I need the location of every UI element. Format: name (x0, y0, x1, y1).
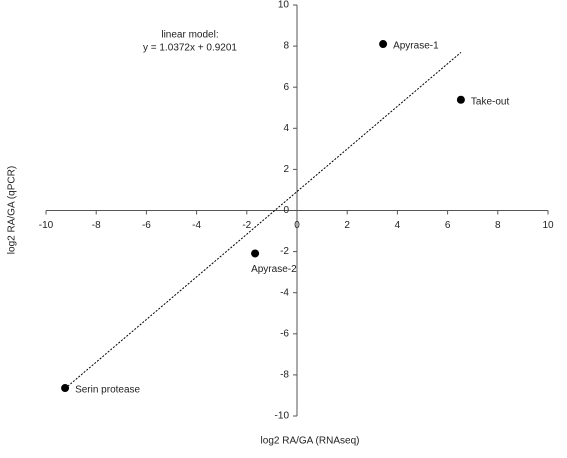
y-tick-label: -10 (275, 411, 290, 422)
y-axis-title: log2 RA/GA (qPCR) (7, 166, 18, 254)
y-tick-label: 4 (283, 123, 289, 134)
annotation: linear model: (161, 30, 218, 41)
x-tick-label: 4 (395, 220, 401, 231)
x-tick-label: -6 (142, 220, 151, 231)
trendline (64, 52, 462, 389)
point (379, 40, 388, 49)
point (251, 249, 260, 258)
x-tick-label: 10 (542, 220, 554, 231)
x-tick-label: -8 (92, 220, 101, 231)
y-tick-label: 0 (283, 205, 289, 216)
x-tick-label: 8 (495, 220, 501, 231)
point-label: Take-out (471, 96, 510, 107)
point-label: Apyrase-2 (251, 264, 297, 275)
y-tick-label: 8 (283, 41, 289, 52)
x-tick-label: -4 (192, 220, 201, 231)
point-label: Serin protease (75, 385, 140, 396)
y-tick-label: -2 (280, 246, 289, 257)
x-tick-label: 0 (294, 220, 300, 231)
y-tick-label: -6 (280, 328, 289, 339)
y-tick-label: -4 (280, 287, 289, 298)
x-axis-title: log2 RA/GA (RNAseq) (261, 436, 360, 447)
point (456, 95, 465, 104)
y-tick-label: 10 (278, 0, 290, 11)
annotation: y = 1.0372x + 0.9201 (143, 43, 237, 54)
point (61, 384, 70, 393)
y-tick-label: 2 (283, 164, 289, 175)
y-tick-label: 6 (283, 82, 289, 93)
point-label: Apyrase-1 (393, 41, 439, 52)
x-tick-label: 2 (344, 220, 350, 231)
x-tick-label: -10 (39, 220, 54, 231)
x-tick-label: 6 (445, 220, 451, 231)
y-tick-label: -8 (280, 370, 289, 381)
x-tick-label: -2 (242, 220, 251, 231)
